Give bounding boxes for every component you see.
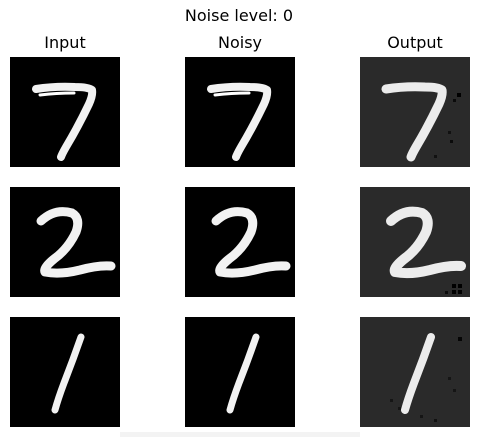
panel-output-row-1 — [360, 57, 470, 167]
figure-suptitle: Noise level: 0 — [184, 6, 294, 25]
digit-2-image — [360, 187, 470, 297]
panel-output-row-3 — [360, 317, 470, 427]
panel-noisy-row-3 — [185, 317, 295, 427]
digit-2-image — [10, 187, 120, 297]
panel-input-row-1 — [10, 57, 120, 167]
digit-7-image — [10, 57, 120, 167]
digit-1-image — [185, 317, 295, 427]
column-title-output: Output — [387, 33, 443, 52]
digit-2-image — [185, 187, 295, 297]
column-title-input: Input — [44, 33, 86, 52]
panel-input-row-3 — [10, 317, 120, 427]
digit-7-image — [185, 57, 295, 167]
column-title-noisy: Noisy — [217, 33, 262, 52]
digit-1-image — [360, 317, 470, 427]
panel-output-row-2 — [360, 187, 470, 297]
figure-bottom-edge — [120, 432, 360, 437]
panel-noisy-row-1 — [185, 57, 295, 167]
panel-noisy-row-2 — [185, 187, 295, 297]
digit-7-image — [360, 57, 470, 167]
digit-1-image — [10, 317, 120, 427]
panel-input-row-2 — [10, 187, 120, 297]
